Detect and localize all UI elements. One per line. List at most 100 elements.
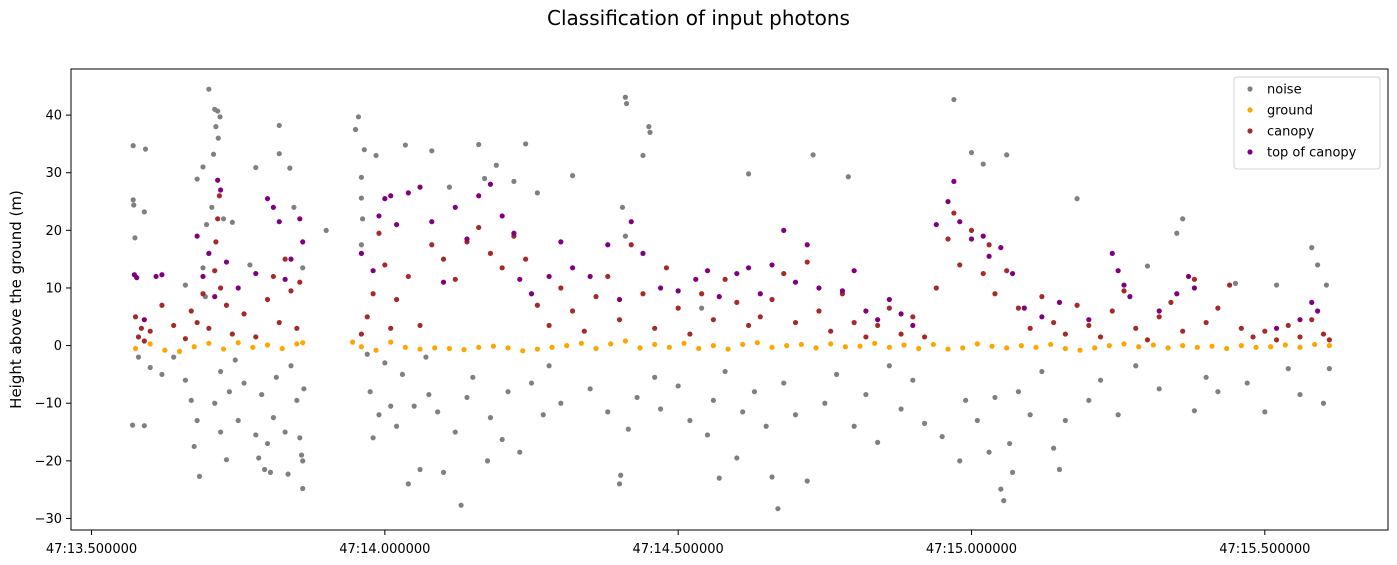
- data-point-ground-39: [725, 346, 731, 352]
- data-point-noise-27: [213, 124, 219, 130]
- data-point-canopy-24: [282, 256, 288, 262]
- data-point-top-of-canopy-18: [288, 256, 294, 262]
- data-point-canopy-76: [886, 305, 892, 311]
- data-point-ground-3: [176, 348, 183, 354]
- data-point-noise-158: [963, 397, 969, 403]
- data-point-canopy-96: [1097, 334, 1104, 340]
- data-point-noise-182: [1174, 230, 1180, 236]
- data-point-top-of-canopy-41: [569, 265, 576, 271]
- data-point-ground-58: [1004, 345, 1010, 351]
- data-point-ground-0: [132, 345, 139, 352]
- data-point-noise-90: [440, 469, 447, 475]
- data-point-noise-48: [267, 469, 274, 475]
- data-point-noise-73: [364, 351, 370, 357]
- data-point-canopy-80: [933, 285, 939, 291]
- data-point-noise-128: [687, 417, 693, 424]
- data-point-canopy-29: [364, 314, 370, 320]
- data-point-ground-28: [564, 343, 570, 349]
- data-point-noise-79: [388, 403, 394, 409]
- data-point-noise-134: [734, 455, 740, 461]
- data-point-ground-10: [279, 345, 285, 352]
- data-point-ground-68: [1150, 342, 1156, 348]
- data-point-noise-13: [182, 282, 188, 288]
- legend-label-noise: noise: [1267, 83, 1302, 98]
- data-point-ground-18: [417, 346, 423, 352]
- data-point-canopy-62: [722, 276, 728, 282]
- data-point-canopy-100: [1144, 337, 1151, 343]
- data-point-canopy-39: [452, 276, 458, 282]
- data-point-noise-45: [259, 391, 265, 398]
- data-point-noise-96: [476, 141, 482, 148]
- x-axis: 47:13.500000 47:14.000000 47:14.500000 47:1…: [46, 530, 1310, 557]
- data-point-noise-37: [229, 219, 235, 225]
- data-point-canopy-68: [792, 319, 799, 326]
- data-point-ground-36: [681, 340, 687, 346]
- data-point-noise-152: [898, 406, 904, 412]
- data-point-ground-75: [1253, 344, 1259, 350]
- data-point-ground-24: [505, 345, 511, 351]
- data-point-noise-102: [505, 389, 511, 395]
- data-point-noise-86: [423, 354, 429, 360]
- data-point-ground-40: [740, 341, 746, 348]
- data-point-ground-11: [294, 341, 300, 347]
- data-point-noise-111: [569, 173, 576, 179]
- data-point-noise-43: [253, 432, 259, 438]
- data-point-ground-14: [358, 344, 364, 350]
- data-point-top-of-canopy-88: [1273, 325, 1280, 331]
- data-point-canopy-25: [288, 288, 294, 294]
- data-point-noise-168: [1009, 469, 1016, 475]
- data-point-noise-69: [358, 195, 364, 201]
- data-point-canopy-109: [1250, 334, 1256, 340]
- data-point-top-of-canopy-2: [141, 317, 147, 323]
- data-point-top-of-canopy-36: [511, 230, 517, 236]
- data-point-canopy-49: [569, 308, 576, 314]
- data-point-canopy-0: [132, 314, 139, 320]
- data-point-canopy-37: [429, 242, 435, 248]
- data-point-canopy-57: [663, 265, 670, 271]
- data-point-canopy-21: [264, 296, 271, 303]
- data-point-noise-121: [634, 394, 640, 401]
- data-point-top-of-canopy-35: [499, 213, 505, 219]
- data-point-canopy-5: [159, 302, 165, 308]
- data-point-canopy-28: [358, 331, 364, 337]
- data-point-canopy-78: [910, 314, 916, 320]
- data-point-noise-55: [294, 397, 300, 403]
- data-point-noise-172: [1051, 445, 1057, 451]
- data-point-noise-104: [517, 449, 523, 455]
- data-point-canopy-31: [376, 230, 382, 236]
- data-point-canopy-8: [188, 308, 194, 314]
- data-point-noise-38: [232, 357, 238, 363]
- data-point-noise-91: [446, 184, 452, 190]
- data-point-top-of-canopy-10: [217, 187, 224, 193]
- data-point-top-of-canopy-73: [986, 253, 992, 259]
- data-point-noise-20: [200, 265, 206, 271]
- data-point-noise-119: [623, 100, 630, 107]
- data-point-top-of-canopy-23: [376, 213, 382, 219]
- data-point-top-of-canopy-54: [757, 291, 763, 297]
- data-point-canopy-65: [757, 314, 763, 320]
- data-point-ground-78: [1297, 344, 1303, 350]
- data-point-noise-74: [367, 389, 373, 395]
- data-point-ground-64: [1092, 345, 1098, 351]
- data-point-noise-185: [1203, 374, 1209, 380]
- data-point-noise-163: [992, 394, 998, 401]
- data-point-top-of-canopy-82: [1121, 282, 1127, 288]
- data-point-canopy-34: [393, 296, 400, 303]
- data-point-noise-68: [358, 174, 364, 180]
- data-point-ground-59: [1018, 343, 1024, 349]
- data-point-noise-62: [300, 265, 306, 271]
- data-point-noise-122: [640, 152, 646, 159]
- data-point-top-of-canopy-17: [282, 276, 288, 282]
- data-point-top-of-canopy-15: [270, 204, 276, 210]
- data-point-canopy-42: [487, 250, 494, 256]
- data-point-ground-7: [235, 340, 241, 346]
- data-point-top-of-canopy-74: [998, 245, 1004, 251]
- data-point-noise-61: [287, 165, 293, 171]
- data-point-noise-75: [370, 435, 376, 441]
- data-point-noise-50: [273, 374, 279, 380]
- data-point-ground-61: [1048, 341, 1054, 348]
- legend-label-top-of-canopy: top of canopy: [1267, 146, 1357, 161]
- data-point-noise-23: [206, 86, 212, 92]
- data-point-noise-193: [1309, 245, 1315, 251]
